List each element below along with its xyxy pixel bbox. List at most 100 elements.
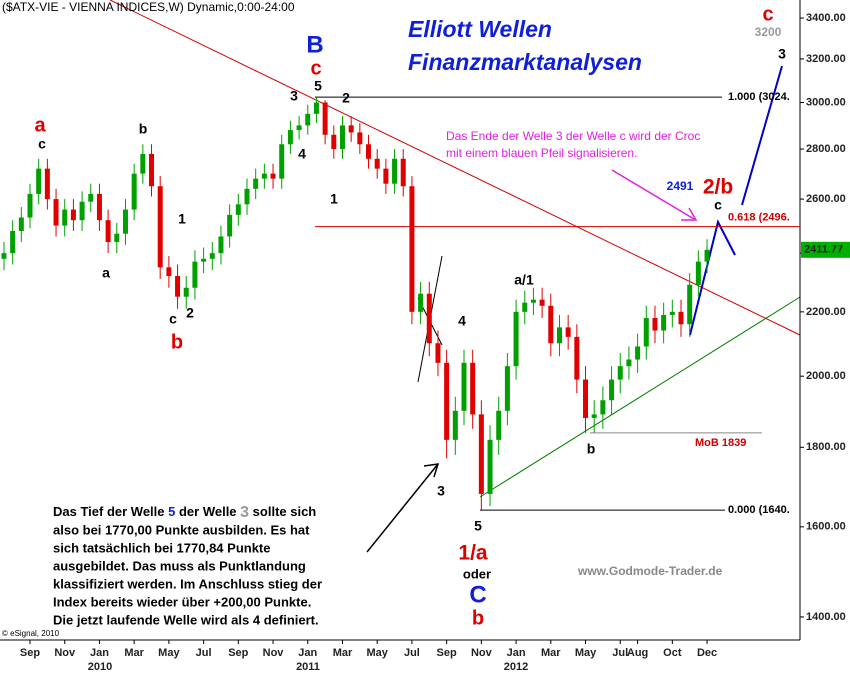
candle-body xyxy=(409,186,415,312)
y-tick-label: 1800.00 xyxy=(806,441,846,453)
wave-label: 3 xyxy=(290,88,298,104)
candle-body xyxy=(313,102,319,114)
candle-body xyxy=(201,258,207,262)
wave-label: a/1 xyxy=(514,272,534,288)
forecast-arrow xyxy=(689,219,736,336)
candle-body xyxy=(348,125,354,133)
x-tick-label: Jul xyxy=(612,647,628,659)
comment: Das Tief der Welle 5 der Welle 3 sollte … xyxy=(53,504,316,521)
comment-part: 5 xyxy=(168,504,175,519)
candle-body xyxy=(27,193,33,218)
candle-body xyxy=(18,217,24,231)
candle-body xyxy=(591,414,597,418)
pointer-arrow xyxy=(611,169,695,220)
candle-body xyxy=(643,318,649,347)
candle-body xyxy=(244,188,250,205)
candle-body xyxy=(513,311,519,367)
y-tick-label: 2800.00 xyxy=(806,143,846,155)
candle-body xyxy=(522,302,528,312)
candle-body xyxy=(322,102,328,135)
candle-body xyxy=(374,158,380,169)
candle-body xyxy=(296,125,302,131)
candle-body xyxy=(339,125,345,150)
candle-body xyxy=(661,314,667,331)
year-label: 2012 xyxy=(504,661,528,673)
candle-body xyxy=(218,236,224,254)
candle-body xyxy=(426,293,432,344)
title: Elliott Wellen xyxy=(408,16,552,42)
candle-body xyxy=(192,261,198,288)
candle-body xyxy=(140,153,146,174)
wave-label: 1 xyxy=(330,191,338,207)
candle-body xyxy=(695,261,701,285)
signal-note: Das Ende der Welle 3 der Welle c wird de… xyxy=(446,129,700,143)
comment-part: Das Tief der Welle xyxy=(53,504,168,519)
candle-body xyxy=(70,209,76,221)
x-tick-label: Sep xyxy=(20,647,40,659)
x-tick-label: Nov xyxy=(263,647,285,659)
level-label: 0.000 (1640. xyxy=(728,504,790,516)
comment: ausgebildet. Das muss als Punktlandung xyxy=(53,558,306,573)
candle-body xyxy=(253,178,259,189)
x-tick-label: May xyxy=(158,647,180,659)
last-price-box xyxy=(801,241,850,258)
wave-label: c xyxy=(762,3,773,25)
wave-label: 3 xyxy=(437,483,445,499)
candle-body xyxy=(305,113,311,126)
year-label: 2010 xyxy=(88,661,112,673)
x-tick-label: Dec xyxy=(697,647,717,659)
candle-body xyxy=(487,439,493,494)
trend-line xyxy=(479,296,801,498)
candle-body xyxy=(114,233,120,242)
candle-body xyxy=(452,410,458,440)
candle-body xyxy=(461,362,467,411)
wave-label: a xyxy=(34,114,46,136)
candle-body xyxy=(530,299,536,303)
candle-body xyxy=(392,158,398,184)
wave-label: 3200 xyxy=(755,25,782,39)
wave-label: 5 xyxy=(314,78,322,94)
x-tick-label: Nov xyxy=(54,647,76,659)
candle-body xyxy=(669,311,675,315)
candle-body xyxy=(366,144,372,159)
candle-body xyxy=(504,366,510,411)
wave-label: b xyxy=(587,441,596,457)
x-tick-label: Sep xyxy=(228,647,248,659)
watermark: www.Godmode-Trader.de xyxy=(577,564,723,578)
x-tick-label: Oct xyxy=(663,647,682,659)
wave-label: b xyxy=(472,607,484,629)
comment: also bei 1770,00 Punkte ausbilden. Es ha… xyxy=(53,522,310,537)
candle-body xyxy=(496,410,502,440)
y-tick-label: 1600.00 xyxy=(806,521,846,533)
wave-label: oder xyxy=(463,566,491,581)
comment: Index bereits wieder über +200,00 Punkte… xyxy=(53,594,311,609)
y-tick-label: 2000.00 xyxy=(806,370,846,382)
candle-body xyxy=(383,168,389,184)
pointer-arrow xyxy=(366,463,439,553)
wave-label: 2491 xyxy=(667,179,694,193)
candle-body xyxy=(626,359,632,367)
candle-body xyxy=(470,362,476,415)
y-tick-label: 3200.00 xyxy=(806,53,846,65)
candle-body xyxy=(175,276,181,297)
candle-body xyxy=(635,346,641,360)
x-tick-label: Jan xyxy=(90,647,109,659)
wave-label: 2 xyxy=(186,305,194,321)
wave-label: B xyxy=(306,31,323,58)
candle-body xyxy=(261,173,267,179)
signal-note: mit einem blauen Pfeil signalisieren. xyxy=(446,146,637,160)
candle-body xyxy=(574,336,580,380)
trend-line xyxy=(109,0,801,336)
candle-body xyxy=(53,199,59,226)
candle-body xyxy=(183,287,189,297)
candle-body xyxy=(331,134,337,150)
y-tick-label: 3400.00 xyxy=(806,12,846,24)
candle-body xyxy=(279,144,285,179)
wave-label: C xyxy=(469,581,486,608)
candle-body xyxy=(478,414,484,494)
candle-body xyxy=(149,153,155,187)
wave-label: 4 xyxy=(298,146,306,162)
candle-body xyxy=(36,168,42,194)
candle-body xyxy=(539,299,545,306)
